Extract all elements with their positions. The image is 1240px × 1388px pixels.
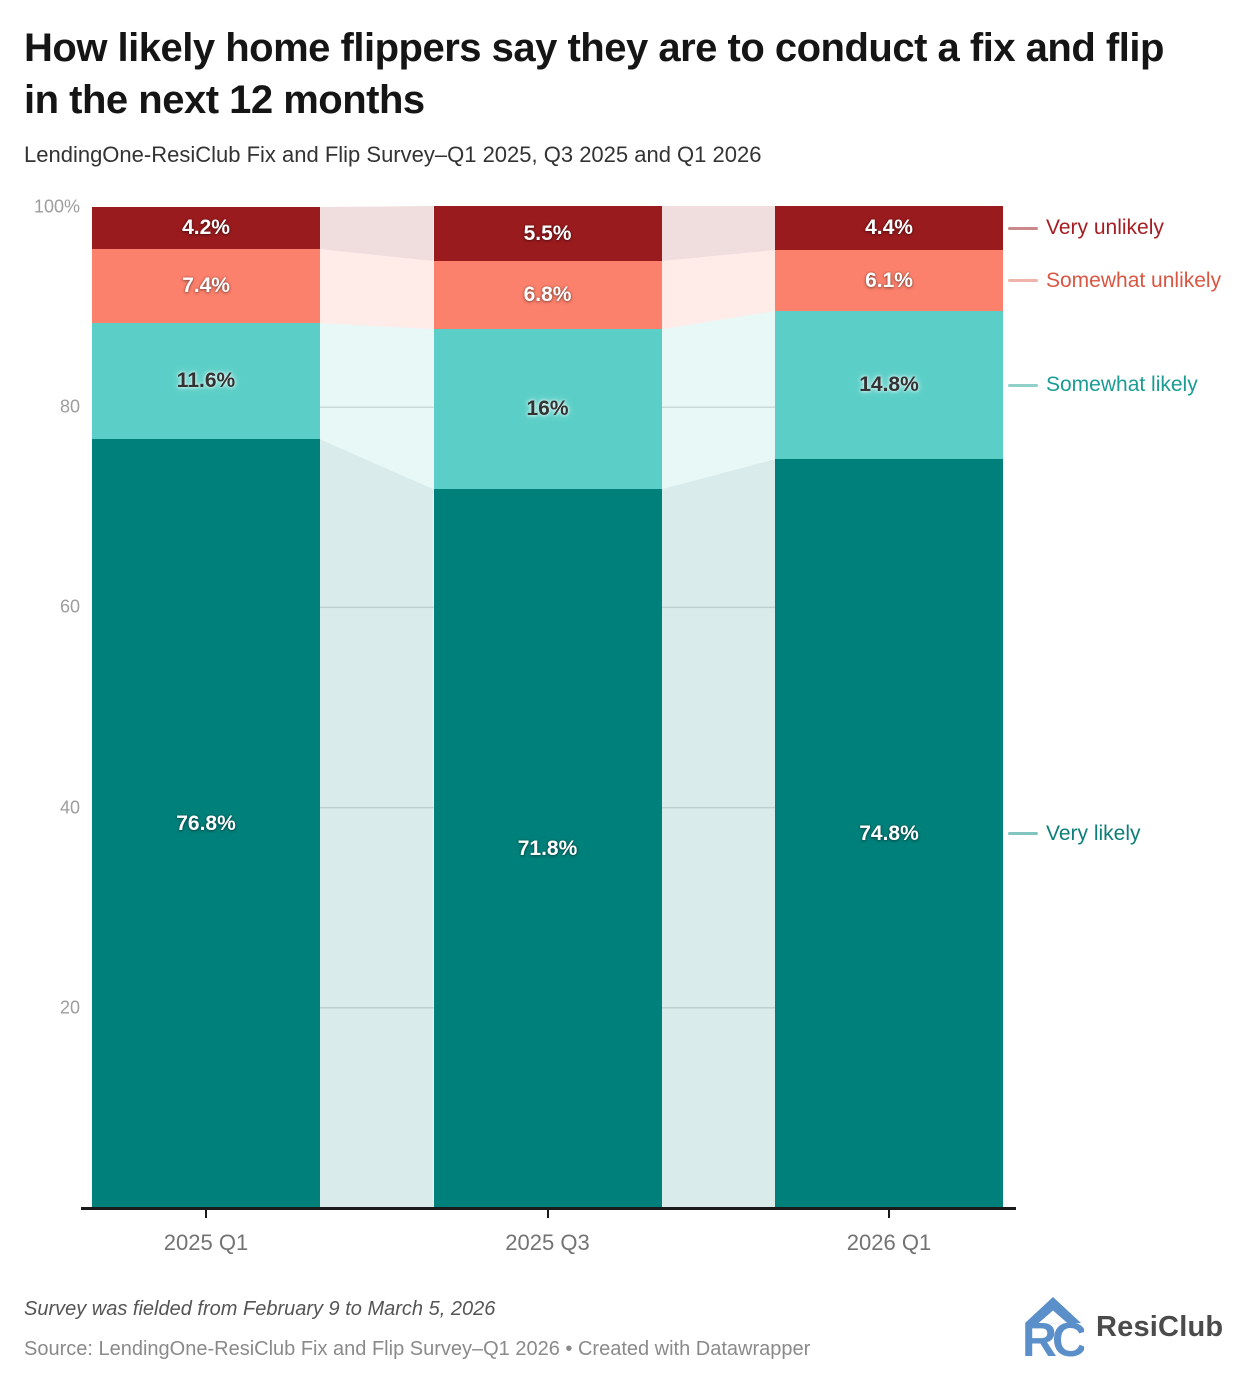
legend-label-very-unlikely: Very unlikely — [1046, 215, 1164, 239]
page-title: How likely home flippers say they are to… — [24, 26, 1164, 122]
axis-tick — [546, 1210, 549, 1218]
bar-segment-very-likely — [433, 489, 662, 1208]
legend-label-somewhat-likely: Somewhat likely — [1046, 372, 1198, 396]
connector-band — [661, 250, 775, 330]
value-label: 6.8% — [523, 283, 572, 307]
legend-label-somewhat-unlikely: Somewhat unlikely — [1046, 268, 1222, 292]
bar-segment-very-likely — [92, 439, 320, 1208]
y-tick-label: 80 — [59, 396, 80, 417]
connector-band — [320, 249, 434, 330]
value-label: 16% — [526, 397, 569, 421]
bar-segment-somewhat-likely — [775, 311, 1003, 460]
x-tick-label: 2025 Q1 — [163, 1230, 249, 1255]
y-tick-label: 20 — [59, 997, 80, 1018]
legend-leader-line — [1008, 383, 1038, 387]
x-tick-label: 2025 Q3 — [505, 1230, 590, 1255]
resiclub-logo-icon: RC — [1022, 1296, 1084, 1358]
x-tick-label: 2026 Q1 — [846, 1230, 932, 1255]
connector-band — [320, 439, 434, 1208]
page-subtitle: LendingOne-ResiClub Fix and Flip Survey–… — [24, 142, 762, 167]
value-label: 4.2% — [182, 216, 230, 240]
y-tick-label: 40 — [59, 797, 80, 818]
legend-leader-line — [1008, 832, 1038, 836]
connector-band — [661, 311, 775, 490]
bar-segment-somewhat-unlikely — [92, 249, 320, 324]
value-label: 14.8% — [859, 373, 919, 397]
value-label: 7.4% — [182, 274, 230, 298]
axis-tick — [888, 1210, 890, 1218]
connector-band — [320, 323, 434, 490]
resiclub-logo-text: ResiClub — [1096, 1310, 1224, 1343]
connector-band — [661, 459, 775, 1208]
bar-segment-somewhat-likely — [433, 329, 662, 490]
bar-segment-very-likely — [775, 459, 1003, 1208]
value-label: 4.4% — [865, 216, 913, 240]
bar-segment-somewhat-likely — [92, 323, 320, 440]
y-tick-label: 60 — [59, 596, 80, 617]
value-label: 74.8% — [859, 821, 919, 845]
value-label: 76.8% — [176, 811, 236, 835]
legend-leader-line — [1008, 226, 1038, 230]
value-label: 6.1% — [865, 268, 913, 292]
bar-segment-very-unlikely — [775, 205, 1003, 251]
bar-segment-somewhat-unlikely — [775, 250, 1003, 312]
axis-tick — [205, 1210, 207, 1218]
connector-band — [661, 205, 775, 262]
value-label: 71.8% — [517, 836, 578, 860]
bar-segment-somewhat-unlikely — [433, 261, 662, 330]
bar-segment-very-unlikely — [92, 207, 320, 250]
svg-text:C: C — [1052, 1313, 1084, 1358]
y-tick-label: 100% — [33, 196, 80, 217]
legend-label-very-likely: Very likely — [1046, 821, 1141, 845]
value-label: 11.6% — [176, 369, 236, 393]
source-line: Source: LendingOne-ResiClub Fix and Flip… — [24, 1338, 811, 1360]
svg-text:R: R — [1022, 1313, 1057, 1358]
legend-leader-line — [1008, 279, 1038, 283]
value-label: 5.5% — [523, 221, 572, 245]
survey-note: Survey was fielded from February 9 to Ma… — [24, 1298, 496, 1320]
x-axis-line — [81, 1207, 1016, 1210]
connector-band — [320, 205, 434, 262]
bar-segment-very-unlikely — [433, 205, 662, 262]
